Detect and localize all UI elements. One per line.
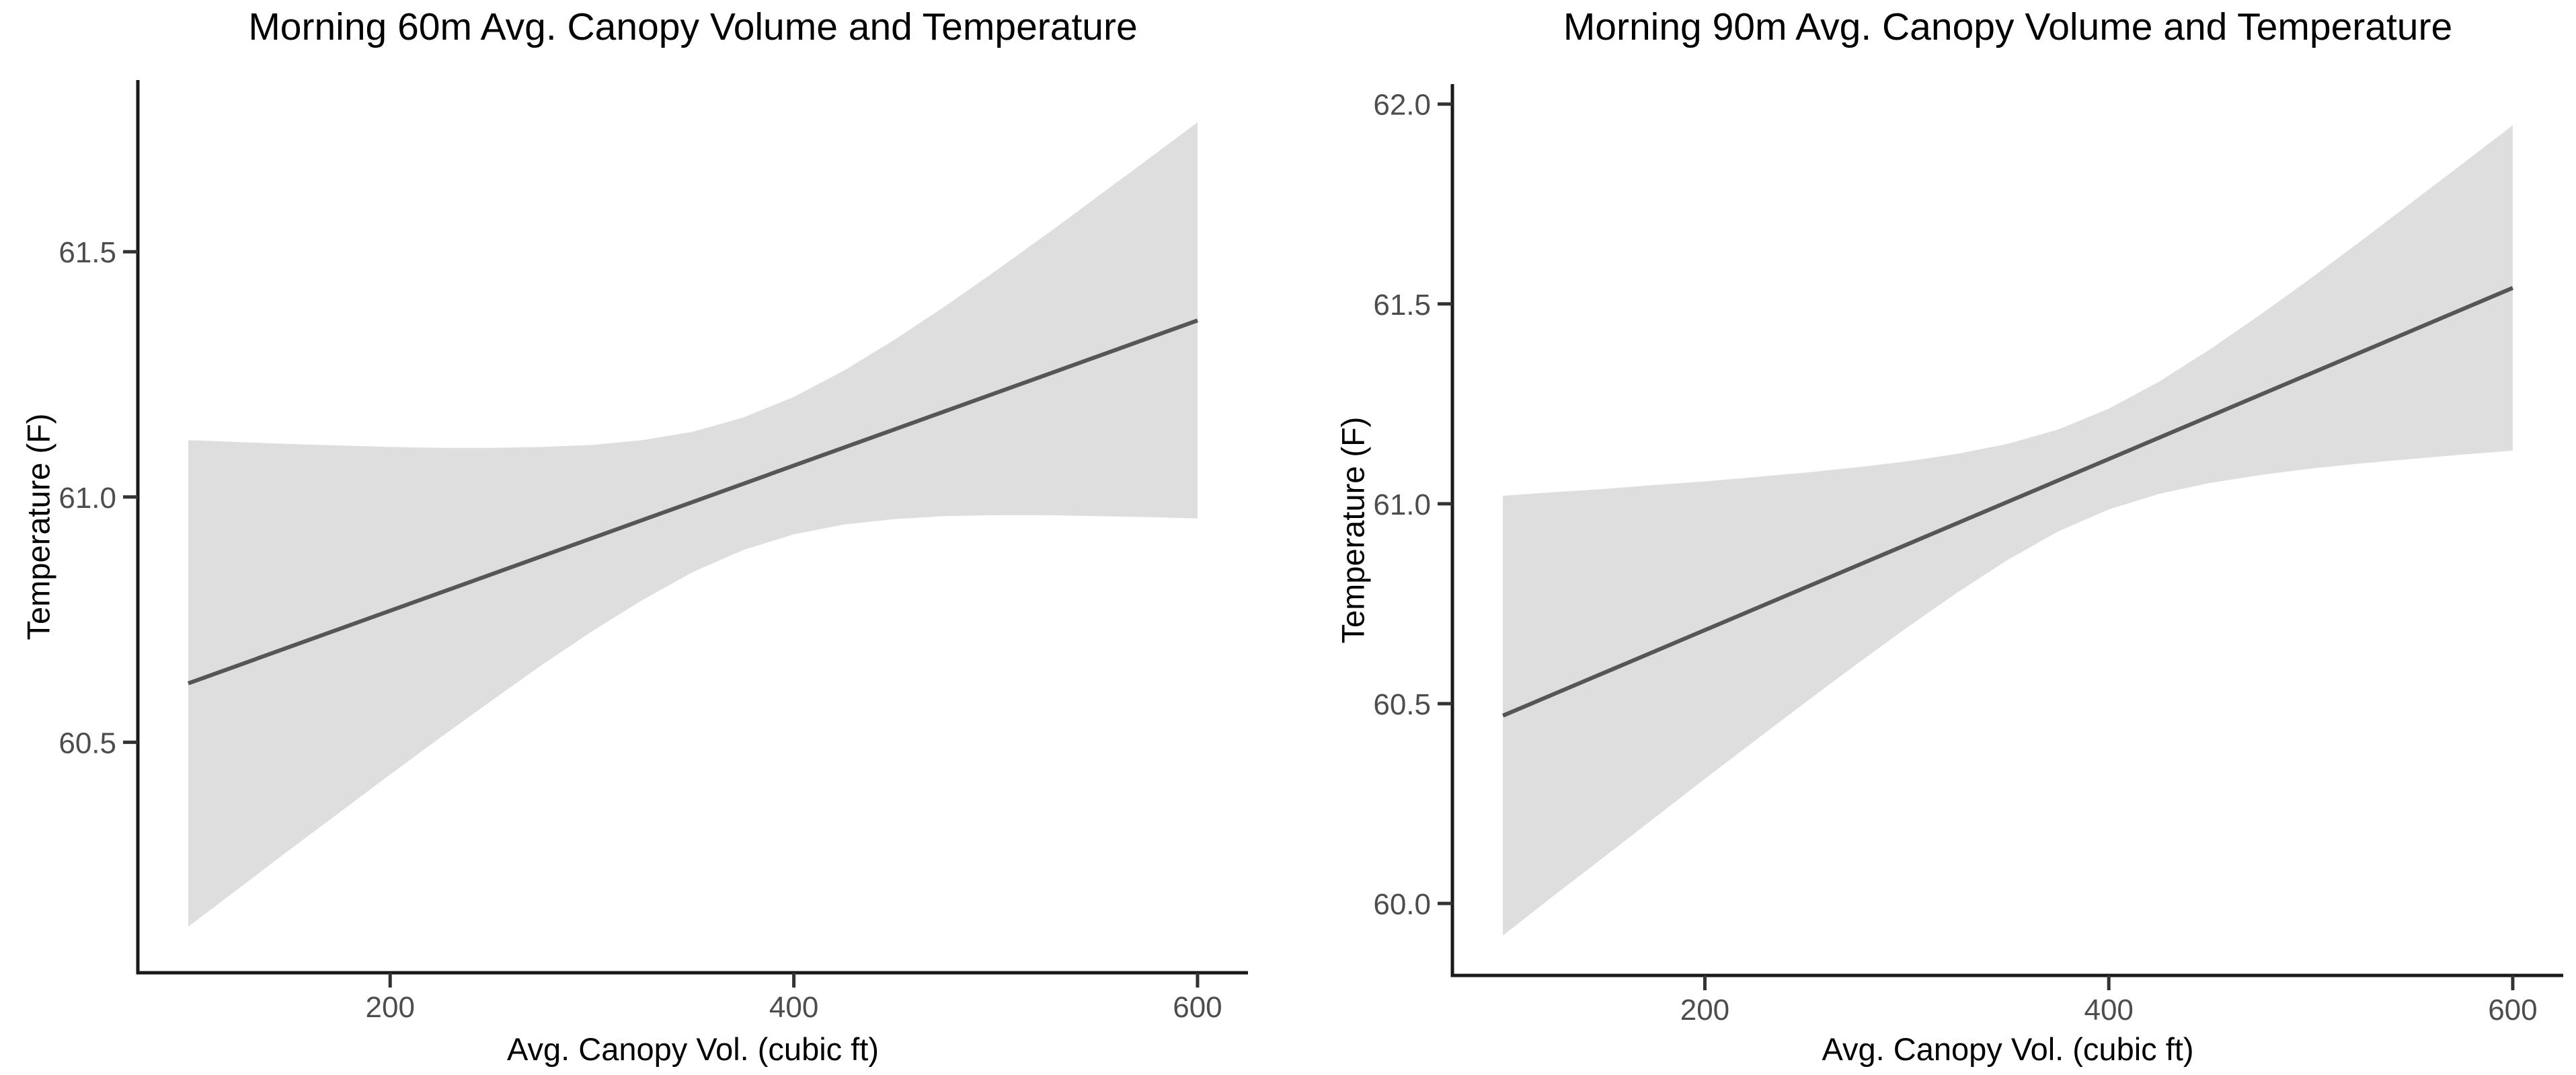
y-tick-label: 61.0 (58, 482, 116, 515)
x-tick-label: 400 (769, 991, 818, 1024)
x-tick-label: 600 (1173, 991, 1222, 1024)
chart-svg-60m: 200 400 600 60.5 61.0 61.5 (58, 80, 1248, 1024)
plot-morning-90m: 200 400 600 60.0 60.5 61.0 61.5 62.0 Morning 90… (1288, 0, 2576, 1075)
plot-title: Morning 60m Avg. Canopy Volume and Tempe… (248, 5, 1138, 48)
confidence-band (1503, 125, 2513, 936)
y-axis-label: Temperature (F) (20, 413, 56, 640)
regression-line (1501, 286, 2514, 718)
plot-title: Morning 90m Avg. Canopy Volume and Tempe… (1563, 5, 2453, 48)
y-tick-label: 60.0 (1373, 888, 1431, 921)
y-tick-label: 61.0 (1373, 488, 1431, 521)
x-tick-label: 200 (1680, 994, 1729, 1027)
plot-morning-60m: 200 400 600 60.5 61.0 61.5 Morning 60m Avg. C… (20, 5, 1248, 1067)
confidence-band (188, 122, 1198, 927)
x-axis-label: Avg. Canopy Vol. (cubic ft) (1822, 1031, 2194, 1067)
regression-line (187, 318, 1199, 685)
y-tick-label: 62.0 (1373, 89, 1431, 122)
y-tick-label: 61.5 (1373, 289, 1431, 322)
y-tick-label: 60.5 (1373, 688, 1431, 721)
y-tick-label: 61.5 (58, 236, 116, 269)
y-axis-label: Temperature (F) (1335, 416, 1371, 643)
x-tick-label: 200 (366, 991, 415, 1024)
x-tick-label: 400 (2084, 994, 2133, 1027)
y-tick-label: 60.5 (58, 727, 116, 759)
x-axis-label: Avg. Canopy Vol. (cubic ft) (507, 1031, 879, 1067)
x-tick-label: 600 (2488, 994, 2537, 1027)
chart-svg-90m: 200 400 600 60.0 60.5 61.0 61.5 62.0 (1373, 84, 2563, 1027)
